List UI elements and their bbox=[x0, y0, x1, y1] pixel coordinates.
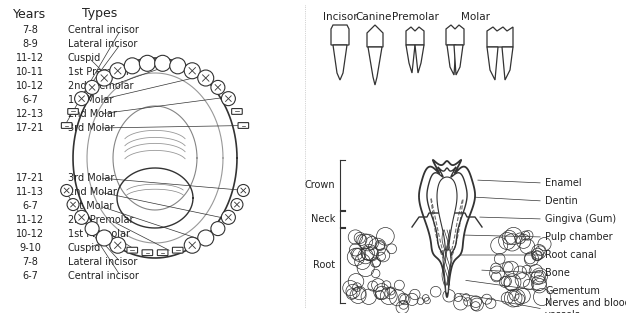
Circle shape bbox=[211, 222, 225, 236]
Text: 10-11: 10-11 bbox=[16, 67, 44, 77]
Text: 11-13: 11-13 bbox=[16, 187, 44, 197]
Text: Types: Types bbox=[83, 8, 118, 20]
Text: 6-7: 6-7 bbox=[22, 95, 38, 105]
Text: Bone: Bone bbox=[545, 268, 570, 278]
Text: Nerves and blood
vessels: Nerves and blood vessels bbox=[545, 298, 626, 313]
Polygon shape bbox=[454, 45, 463, 75]
Text: 12-13: 12-13 bbox=[16, 109, 44, 119]
Circle shape bbox=[231, 198, 243, 211]
Text: Years: Years bbox=[13, 8, 46, 20]
Text: Incisor: Incisor bbox=[322, 12, 357, 22]
Polygon shape bbox=[487, 47, 498, 80]
Circle shape bbox=[96, 70, 112, 86]
Text: 1st Molar: 1st Molar bbox=[68, 95, 113, 105]
Circle shape bbox=[96, 230, 112, 246]
Text: 6-7: 6-7 bbox=[22, 271, 38, 281]
Text: Crown: Crown bbox=[304, 180, 335, 190]
Circle shape bbox=[170, 58, 186, 74]
Text: 2nd Premolar: 2nd Premolar bbox=[68, 215, 133, 225]
Circle shape bbox=[67, 198, 79, 211]
FancyBboxPatch shape bbox=[232, 109, 242, 114]
Text: 11-12: 11-12 bbox=[16, 53, 44, 63]
Text: 3rd Molar: 3rd Molar bbox=[68, 173, 115, 183]
Circle shape bbox=[85, 222, 99, 236]
Polygon shape bbox=[487, 27, 513, 47]
Text: 3rd Molar: 3rd Molar bbox=[68, 123, 115, 133]
Polygon shape bbox=[368, 47, 382, 85]
Text: Gementum: Gementum bbox=[545, 286, 600, 296]
Text: Molar: Molar bbox=[461, 12, 491, 22]
Text: Root canal: Root canal bbox=[545, 250, 597, 260]
Polygon shape bbox=[437, 177, 457, 265]
Circle shape bbox=[155, 55, 171, 71]
Text: Enamel: Enamel bbox=[545, 178, 582, 188]
Text: Premolar: Premolar bbox=[391, 12, 438, 22]
Polygon shape bbox=[446, 25, 464, 45]
Polygon shape bbox=[406, 27, 424, 45]
FancyBboxPatch shape bbox=[142, 250, 153, 256]
Circle shape bbox=[222, 92, 235, 106]
Polygon shape bbox=[406, 45, 415, 73]
Circle shape bbox=[198, 230, 213, 246]
FancyBboxPatch shape bbox=[157, 250, 168, 256]
Text: 6-7: 6-7 bbox=[22, 201, 38, 211]
Text: 7-8: 7-8 bbox=[22, 257, 38, 267]
Circle shape bbox=[124, 58, 140, 74]
Text: 11-12: 11-12 bbox=[16, 215, 44, 225]
Text: Lateral incisor: Lateral incisor bbox=[68, 257, 137, 267]
Text: 2nd Molar: 2nd Molar bbox=[68, 109, 117, 119]
Circle shape bbox=[110, 237, 126, 253]
FancyBboxPatch shape bbox=[127, 247, 138, 253]
Polygon shape bbox=[502, 47, 513, 80]
Text: Neck: Neck bbox=[310, 214, 335, 224]
Text: 1st Premolar: 1st Premolar bbox=[68, 67, 130, 77]
Polygon shape bbox=[427, 167, 467, 290]
Text: 2nd Molar: 2nd Molar bbox=[68, 187, 117, 197]
Polygon shape bbox=[367, 25, 383, 47]
FancyBboxPatch shape bbox=[172, 247, 183, 253]
Polygon shape bbox=[443, 250, 451, 293]
Text: 1st Premolar: 1st Premolar bbox=[68, 229, 130, 239]
Circle shape bbox=[74, 210, 89, 224]
Circle shape bbox=[211, 80, 225, 95]
Circle shape bbox=[184, 237, 200, 253]
Text: 8-9: 8-9 bbox=[22, 39, 38, 49]
Polygon shape bbox=[331, 25, 349, 45]
FancyBboxPatch shape bbox=[61, 123, 72, 128]
FancyBboxPatch shape bbox=[68, 109, 78, 114]
Circle shape bbox=[140, 55, 155, 71]
Polygon shape bbox=[333, 45, 347, 80]
Polygon shape bbox=[415, 45, 424, 73]
FancyBboxPatch shape bbox=[238, 123, 249, 128]
Text: Central incisor: Central incisor bbox=[68, 25, 139, 35]
Text: 7-8: 7-8 bbox=[22, 25, 38, 35]
Text: Dentin: Dentin bbox=[545, 196, 578, 206]
Text: Canine: Canine bbox=[356, 12, 392, 22]
Text: Cuspid: Cuspid bbox=[68, 243, 101, 253]
Circle shape bbox=[184, 63, 200, 79]
Text: Central incisor: Central incisor bbox=[68, 271, 139, 281]
Circle shape bbox=[74, 92, 89, 106]
Text: Cuspid: Cuspid bbox=[68, 53, 101, 63]
Text: Pulp chamber: Pulp chamber bbox=[545, 232, 613, 242]
Text: Gingiva (Gum): Gingiva (Gum) bbox=[545, 214, 616, 224]
Polygon shape bbox=[447, 45, 456, 75]
Circle shape bbox=[85, 80, 99, 95]
Circle shape bbox=[61, 184, 73, 197]
Circle shape bbox=[198, 70, 213, 86]
Text: 9-10: 9-10 bbox=[19, 243, 41, 253]
Text: 2nd Premolar: 2nd Premolar bbox=[68, 81, 133, 91]
Text: Lateral incisor: Lateral incisor bbox=[68, 39, 137, 49]
Text: Root: Root bbox=[313, 260, 335, 270]
Text: 17-21: 17-21 bbox=[16, 123, 44, 133]
Text: 10-12: 10-12 bbox=[16, 229, 44, 239]
Circle shape bbox=[237, 184, 249, 197]
Text: 1st Molar: 1st Molar bbox=[68, 201, 113, 211]
Text: 10-12: 10-12 bbox=[16, 81, 44, 91]
Circle shape bbox=[222, 210, 235, 224]
Circle shape bbox=[110, 63, 126, 79]
Polygon shape bbox=[419, 160, 475, 297]
Text: 17-21: 17-21 bbox=[16, 173, 44, 183]
